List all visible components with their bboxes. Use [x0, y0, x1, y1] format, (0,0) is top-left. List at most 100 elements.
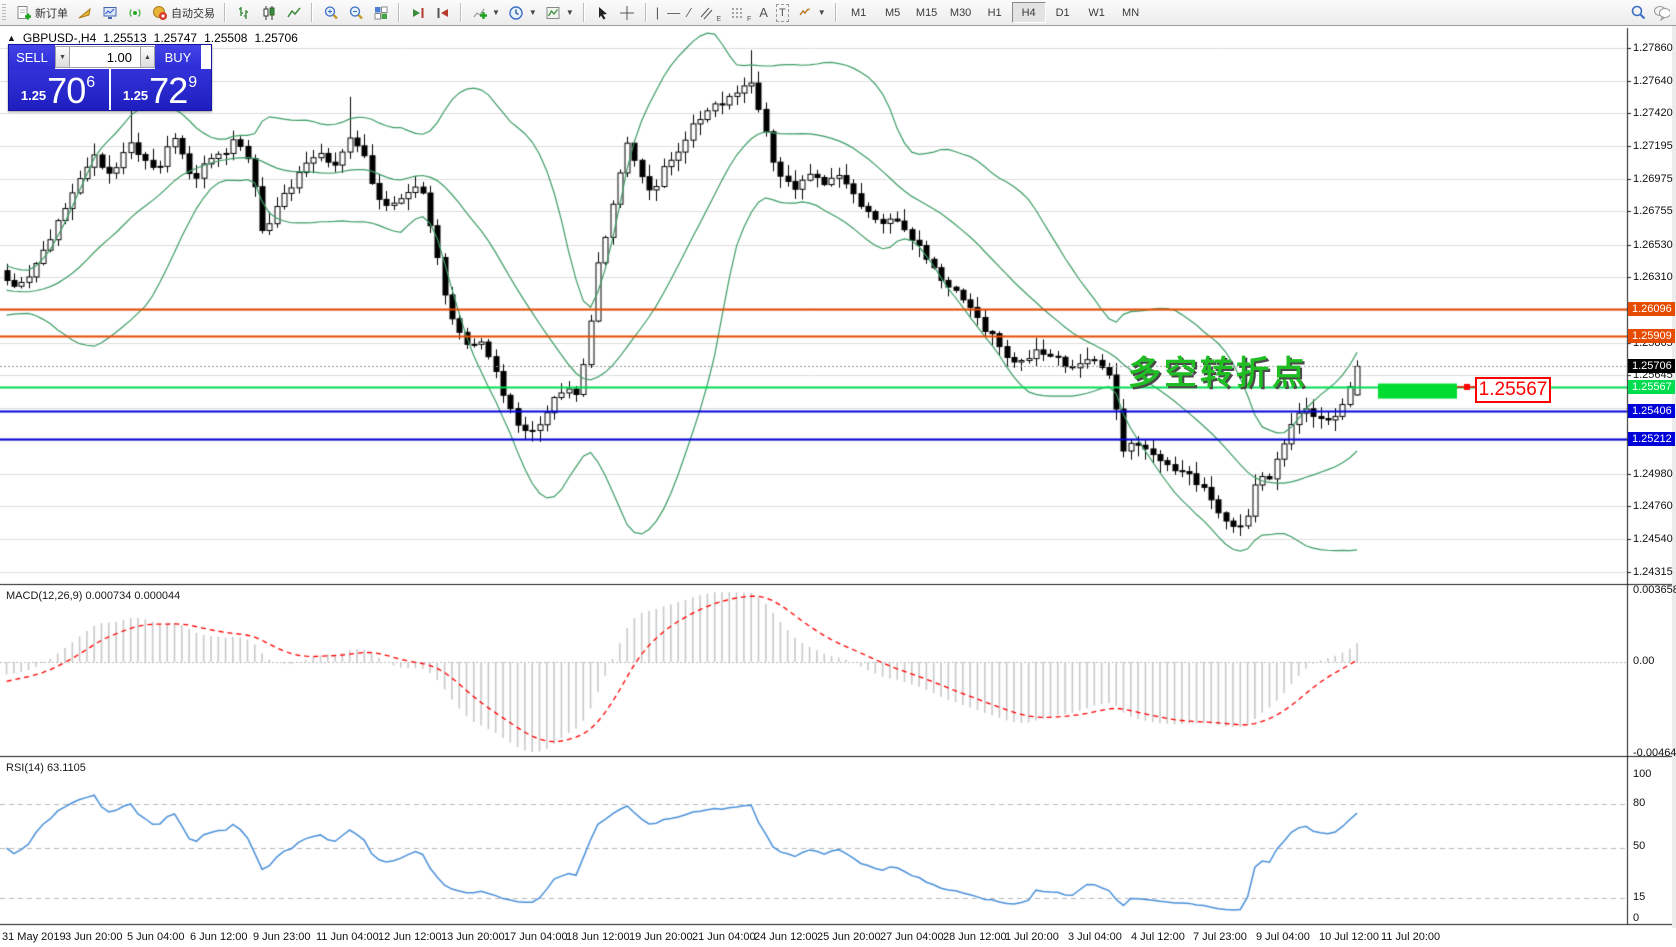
text-label-tool-button[interactable]: T — [772, 1, 793, 24]
timeframe-m15-button[interactable]: M15 — [915, 6, 938, 19]
line-chart-mode-button[interactable] — [281, 1, 306, 24]
toolbar-separator — [224, 3, 226, 22]
candlestick-mode-button[interactable] — [256, 1, 281, 24]
macd-axis-min: -0.004645 — [1633, 747, 1676, 759]
new-order-label: 新订单 — [35, 7, 68, 20]
time-tick-label: 5 Jun 04:00 — [127, 931, 185, 943]
time-tick-label: 9 Jul 04:00 — [1256, 931, 1310, 943]
time-tick-label: 3 Jul 04:00 — [1068, 931, 1122, 943]
terminal-button[interactable] — [97, 1, 122, 24]
trendline-tool-button[interactable]: ∕ — [684, 1, 694, 24]
gold-arrow-icon — [76, 5, 93, 21]
volume-increase-button[interactable]: ▲ — [140, 46, 155, 68]
templates-button[interactable]: ▼ — [541, 1, 578, 24]
time-tick-label: 25 Jun 20:00 — [817, 931, 881, 943]
candlestick-icon — [260, 5, 277, 21]
vertical-line-tool-button[interactable]: | — [652, 1, 663, 24]
sell-button[interactable]: SELL — [9, 45, 55, 69]
timeframe-m1-button[interactable]: M1 — [850, 6, 867, 19]
chat-icon[interactable] — [1653, 5, 1670, 21]
timeframe-m5-button[interactable]: M5 — [884, 6, 901, 19]
timeframe-group: M1 M5 M15 M30 H1 H4 D1 W1 MN — [839, 0, 1151, 25]
price-tick-label: 1.24980 — [1633, 468, 1673, 480]
horizontal-line-tool-button[interactable]: — — [663, 1, 684, 24]
autotrading-button[interactable]: 自动交易 — [147, 1, 219, 24]
timeframe-h4-button[interactable]: H4 — [1011, 2, 1046, 23]
zoom-out-button[interactable] — [343, 1, 368, 24]
timeframe-mn-button[interactable]: MN — [1122, 6, 1140, 19]
volume-decrease-button[interactable]: ▼ — [55, 46, 70, 68]
fibonacci-icon — [729, 5, 746, 21]
toolbar-grip[interactable] — [2, 3, 6, 22]
time-tick-label: 24 Jun 12:00 — [754, 931, 818, 943]
price-tick-label: 1.26310 — [1633, 271, 1673, 283]
crosshair-tool-button[interactable] — [615, 1, 640, 24]
arrows-icon — [797, 5, 814, 21]
time-tick-label: 12 Jun 12:00 — [378, 931, 442, 943]
arrows-tool-button[interactable]: ▼ — [793, 1, 830, 24]
signals-button[interactable] — [122, 1, 147, 24]
rsi-axis-0: 0 — [1633, 912, 1640, 924]
channel-tool-button[interactable]: E — [694, 1, 725, 24]
sell-price-pip: 6 — [86, 74, 96, 91]
auto-scroll-button[interactable] — [405, 1, 430, 24]
turning-point-annotation: 多空转折点 — [1128, 354, 1308, 391]
crosshair-icon — [619, 5, 636, 21]
price-tick-label: 1.27195 — [1633, 140, 1673, 152]
time-axis[interactable]: 31 May 2019 3 Jun 20:00 5 Jun 04:00 6 Jun 1… — [0, 928, 1676, 947]
chart-shift-button[interactable] — [430, 1, 455, 24]
timeframe-m30-button[interactable]: M30 — [949, 6, 972, 19]
macd-axis-zero: 0.00 — [1633, 655, 1655, 667]
periods-button[interactable]: ▼ — [504, 1, 541, 24]
buy-price-pip: 9 — [188, 74, 198, 91]
template-icon — [545, 5, 562, 21]
volume-input[interactable] — [70, 46, 140, 68]
buy-button[interactable]: BUY — [155, 45, 201, 69]
buy-price-button[interactable]: 1.25 72 9 — [111, 69, 211, 110]
tile-windows-icon — [372, 5, 389, 21]
autotrading-label: 自动交易 — [171, 7, 215, 20]
time-tick-label: 3 Jun 20:00 — [65, 931, 123, 943]
auto-scroll-icon — [409, 5, 426, 21]
rsi-axis-50: 50 — [1633, 840, 1646, 852]
time-tick-label: 6 Jun 12:00 — [190, 931, 248, 943]
toolbar-separator — [311, 3, 313, 22]
cursor-tool-button[interactable] — [590, 1, 615, 24]
time-tick-label: 28 Jun 12:00 — [943, 931, 1007, 943]
time-tick-label: 10 Jul 12:00 — [1319, 931, 1379, 943]
price-callout-label: 1.25567 — [1475, 377, 1551, 403]
zoom-out-icon — [347, 5, 364, 21]
high-value: 1.25747 — [153, 31, 198, 45]
sell-price-big: 70 — [47, 70, 86, 111]
rsi-axis-80: 80 — [1633, 797, 1646, 809]
market-watch-button[interactable] — [72, 1, 97, 24]
sell-price-prefix: 1.25 — [20, 88, 47, 103]
buy-price-big: 72 — [149, 70, 188, 111]
sell-price-button[interactable]: 1.25 70 6 — [9, 69, 109, 110]
toolbar-separator — [644, 3, 647, 22]
price-tick-label: 1.26755 — [1633, 205, 1673, 217]
timeframe-w1-button[interactable]: W1 — [1088, 6, 1105, 19]
indicators-button[interactable]: ▼ — [467, 1, 504, 24]
price-tick-label: 1.24760 — [1633, 500, 1673, 512]
text-tool-button[interactable]: A — [755, 1, 772, 24]
new-order-button[interactable]: 新订单 — [11, 1, 72, 24]
bar-chart-mode-button[interactable] — [231, 1, 256, 24]
search-icon[interactable] — [1630, 5, 1647, 21]
rsi-axis-100: 100 — [1633, 768, 1652, 780]
fibonacci-tool-button[interactable]: F — [725, 1, 755, 24]
tile-windows-button[interactable] — [368, 1, 393, 24]
chart-shift-icon — [434, 5, 451, 21]
collapse-panel-icon[interactable]: ▲ — [7, 33, 16, 43]
rsi-indicator-title: RSI(14) 63.1105 — [6, 762, 86, 774]
channel-sub-label: E — [716, 16, 721, 23]
time-tick-label: 13 Jun 20:00 — [441, 931, 505, 943]
timeframe-d1-button[interactable]: D1 — [1055, 6, 1070, 19]
timeframe-h1-button[interactable]: H1 — [987, 6, 1002, 19]
dropdown-caret-icon: ▼ — [528, 8, 537, 17]
price-tick-label: 1.26975 — [1633, 173, 1673, 185]
zoom-in-button[interactable] — [318, 1, 343, 24]
time-tick-label: 7 Jul 23:00 — [1193, 931, 1247, 943]
